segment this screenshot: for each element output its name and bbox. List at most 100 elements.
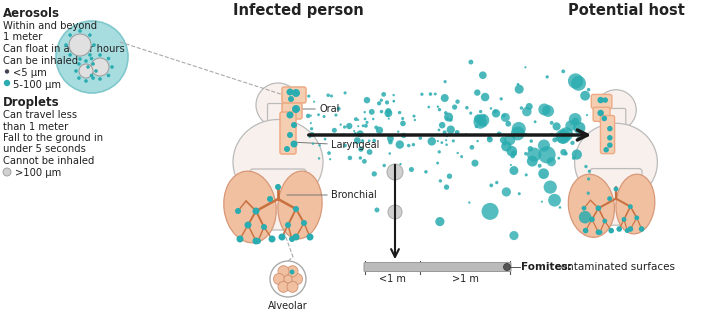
Circle shape [504, 134, 515, 145]
Circle shape [502, 187, 511, 197]
Circle shape [557, 131, 569, 144]
Circle shape [438, 108, 441, 111]
Circle shape [602, 97, 608, 103]
Circle shape [559, 206, 561, 209]
Circle shape [289, 269, 294, 275]
Circle shape [506, 121, 511, 127]
Circle shape [387, 135, 394, 142]
Circle shape [68, 33, 72, 37]
Circle shape [429, 92, 432, 96]
Circle shape [501, 113, 510, 122]
Circle shape [344, 91, 347, 95]
Circle shape [474, 114, 483, 123]
Circle shape [628, 204, 633, 209]
Text: Laryngeal: Laryngeal [331, 140, 379, 150]
Circle shape [79, 64, 93, 78]
Circle shape [287, 88, 294, 96]
Circle shape [500, 97, 503, 100]
Circle shape [487, 136, 491, 140]
Circle shape [400, 121, 406, 126]
Circle shape [256, 83, 300, 127]
Circle shape [584, 165, 588, 168]
Circle shape [449, 118, 453, 122]
Circle shape [501, 141, 511, 151]
Circle shape [343, 125, 347, 129]
Circle shape [446, 134, 448, 137]
Circle shape [446, 143, 448, 146]
FancyBboxPatch shape [267, 103, 289, 133]
Circle shape [550, 133, 553, 136]
Circle shape [524, 66, 526, 68]
Circle shape [553, 122, 560, 130]
Circle shape [468, 60, 473, 65]
Circle shape [503, 264, 511, 270]
Circle shape [393, 100, 395, 103]
Circle shape [348, 156, 352, 160]
Circle shape [269, 236, 275, 242]
Text: 5-100 μm: 5-100 μm [13, 80, 61, 89]
Circle shape [309, 132, 314, 137]
Circle shape [543, 180, 557, 194]
Circle shape [56, 21, 128, 93]
Circle shape [503, 142, 506, 145]
Circle shape [310, 127, 313, 130]
Circle shape [572, 118, 579, 124]
Circle shape [287, 111, 294, 119]
Circle shape [5, 69, 9, 74]
Circle shape [366, 149, 372, 155]
Circle shape [487, 136, 493, 143]
Text: Aerosols: Aerosols [3, 7, 60, 20]
Circle shape [424, 170, 428, 174]
Circle shape [538, 146, 555, 163]
Circle shape [368, 139, 371, 142]
Circle shape [436, 162, 439, 164]
Circle shape [307, 233, 314, 240]
Circle shape [407, 144, 411, 147]
Circle shape [511, 150, 517, 157]
Circle shape [555, 129, 570, 144]
Circle shape [597, 110, 604, 116]
Circle shape [312, 142, 314, 145]
Circle shape [364, 124, 368, 128]
Circle shape [69, 34, 91, 56]
Circle shape [583, 228, 588, 233]
Circle shape [525, 173, 528, 176]
Circle shape [455, 130, 460, 135]
Circle shape [107, 74, 111, 77]
Circle shape [528, 146, 533, 151]
Circle shape [252, 238, 260, 244]
Circle shape [538, 103, 550, 115]
Circle shape [434, 93, 437, 96]
Circle shape [497, 132, 502, 136]
Circle shape [94, 69, 98, 73]
Circle shape [290, 140, 297, 148]
Circle shape [77, 62, 81, 66]
Circle shape [596, 90, 636, 130]
Circle shape [399, 163, 401, 165]
Circle shape [614, 187, 618, 191]
Circle shape [502, 114, 506, 117]
Circle shape [90, 57, 93, 60]
Circle shape [427, 106, 430, 109]
Circle shape [508, 143, 511, 146]
Circle shape [376, 127, 383, 134]
Circle shape [435, 217, 444, 226]
Circle shape [74, 69, 78, 73]
Circle shape [84, 59, 88, 63]
Circle shape [445, 139, 447, 141]
Circle shape [68, 53, 72, 57]
Circle shape [329, 158, 332, 160]
Circle shape [625, 228, 630, 233]
Circle shape [533, 120, 537, 123]
Circle shape [511, 154, 515, 158]
Circle shape [396, 140, 404, 149]
FancyBboxPatch shape [364, 263, 511, 271]
Circle shape [436, 140, 439, 142]
Circle shape [419, 136, 422, 140]
Text: Fall to the ground in: Fall to the ground in [3, 133, 103, 143]
Text: Droplets: Droplets [3, 96, 60, 109]
Circle shape [284, 275, 292, 283]
Circle shape [287, 266, 298, 277]
Circle shape [476, 114, 489, 127]
Circle shape [527, 148, 541, 162]
